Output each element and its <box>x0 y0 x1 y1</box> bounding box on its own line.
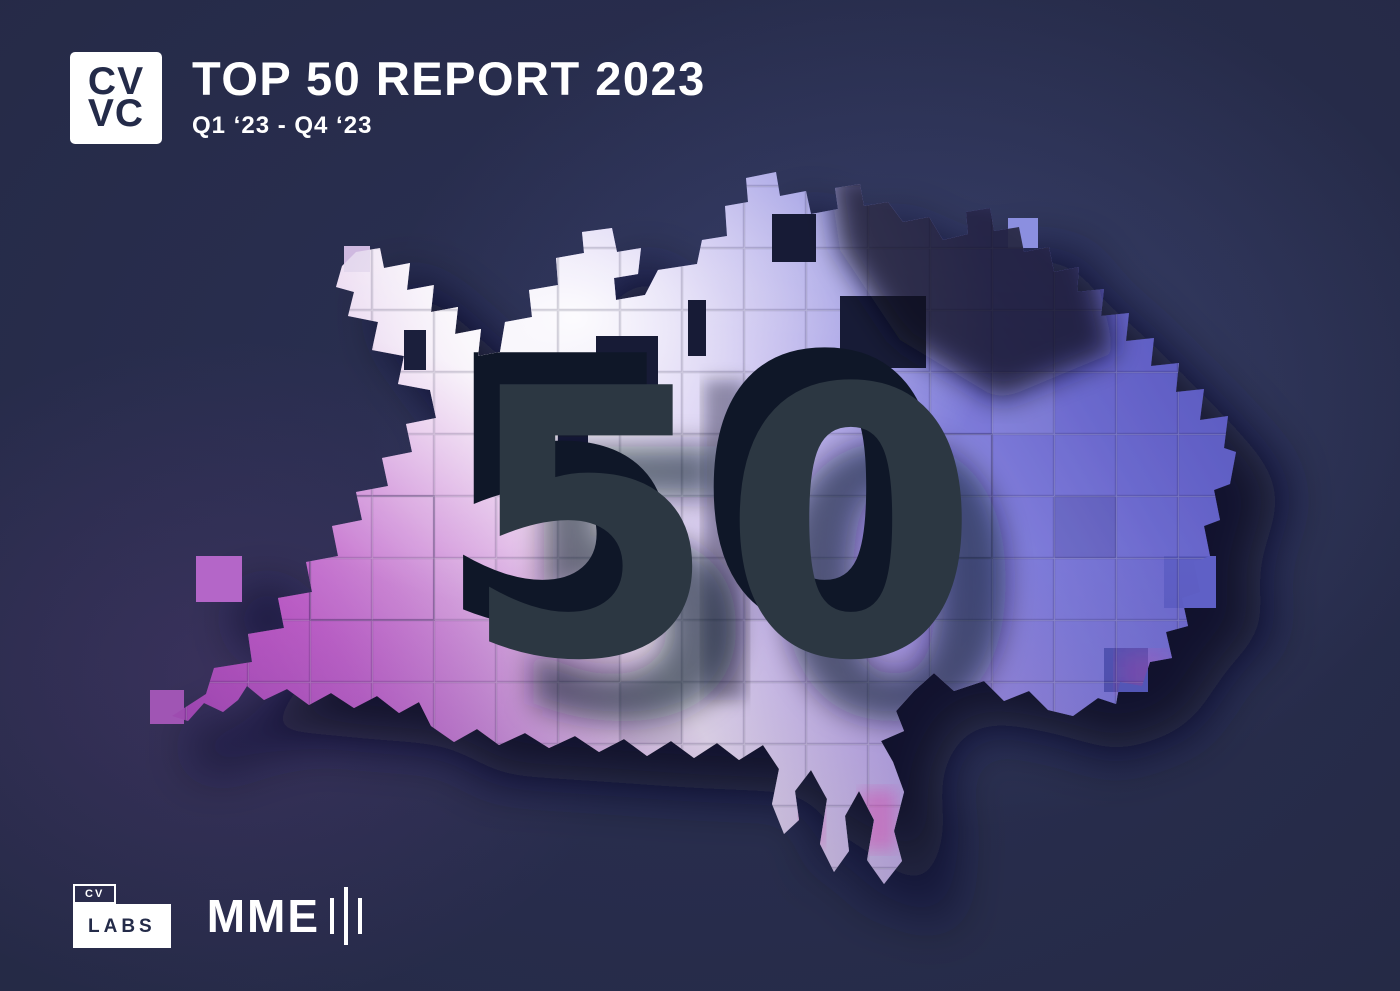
mme-logo: MME <box>206 887 363 945</box>
map-number-extrusion: 50 <box>435 280 958 710</box>
header: CV VC TOP 50 REPORT 2023 Q1 ‘23 - Q4 ‘23 <box>70 52 706 144</box>
cv-labs-logo: CV LABS <box>73 884 171 948</box>
title-block: TOP 50 REPORT 2023 Q1 ‘23 - Q4 ‘23 <box>192 52 706 140</box>
page-title: TOP 50 REPORT 2023 <box>192 52 706 105</box>
cv-labs-label: LABS <box>73 904 171 948</box>
cvvc-logo-line1: CV <box>87 60 145 104</box>
cv-labs-tab: CV <box>73 884 117 904</box>
map-number-50: 50 <box>461 312 984 742</box>
cvvc-logo: CV VC <box>70 52 162 144</box>
mme-bar-right <box>358 898 363 934</box>
cvvc-logo-line2: VC <box>87 92 145 135</box>
page-subtitle: Q1 ‘23 - Q4 ‘23 <box>192 112 373 140</box>
mme-bars-icon <box>330 887 363 945</box>
footer: CV LABS MME <box>73 884 363 948</box>
mme-bar-left <box>330 898 335 934</box>
mme-wordmark: MME <box>206 890 321 942</box>
mme-bar-middle <box>344 887 349 945</box>
